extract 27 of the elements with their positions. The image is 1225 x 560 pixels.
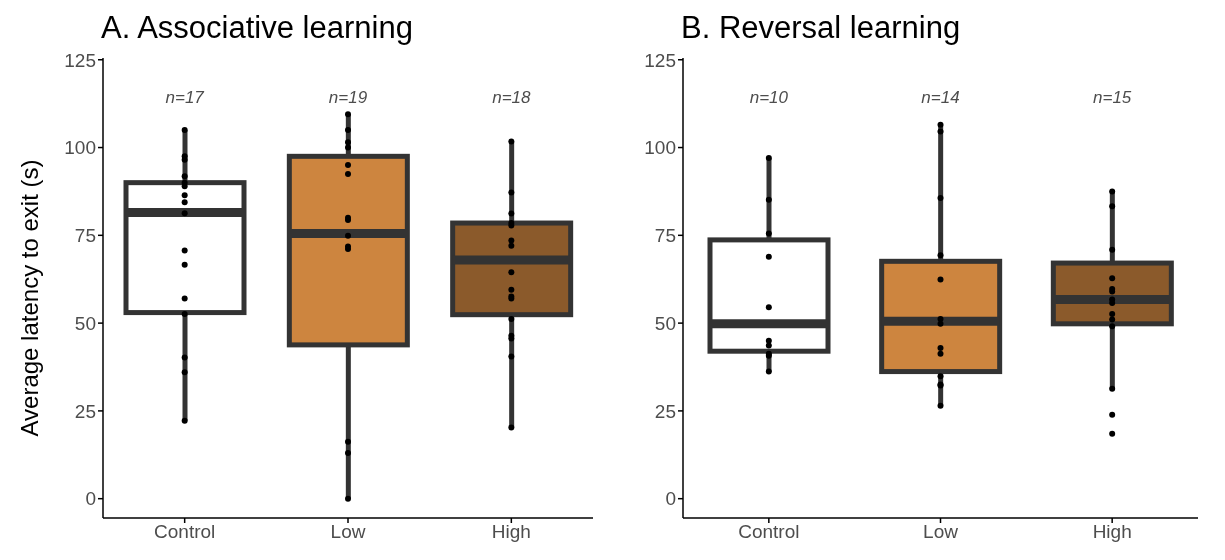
x-tick-label: Control — [738, 521, 800, 543]
y-tick-label: 100 — [644, 137, 676, 159]
y-tick-label: 25 — [654, 400, 676, 422]
y-tick-label: 125 — [64, 49, 96, 71]
y-axis-title: Average latency to exit (s) — [16, 159, 44, 437]
annotation: n=18 — [491, 88, 532, 108]
y-tick-label: 75 — [654, 225, 676, 247]
y-tick-label: 25 — [74, 400, 96, 422]
annotation: n=15 — [1092, 88, 1133, 108]
y-tick-label: 100 — [64, 137, 96, 159]
y-tick-label: 125 — [644, 49, 676, 71]
annotation: n=14 — [920, 88, 961, 108]
y-tick-label: 50 — [74, 312, 96, 334]
x-tick-label: Low — [923, 521, 959, 543]
chart-title: B. Reversal learning — [681, 10, 961, 46]
x-tick-label: Control — [154, 521, 216, 543]
x-tick-label: High — [491, 521, 531, 543]
x-tick-label: Low — [330, 521, 366, 543]
annotation: n=10 — [748, 88, 789, 108]
annotation: n=17 — [164, 88, 205, 108]
y-tick-label: 75 — [74, 225, 96, 247]
y-tick-label: 0 — [85, 488, 96, 510]
annotation: n=19 — [327, 88, 369, 108]
y-tick-label: 0 — [665, 488, 676, 510]
x-tick-label: High — [1092, 521, 1132, 543]
y-tick-label: 50 — [654, 312, 676, 334]
chart-title: A. Associative learning — [101, 10, 413, 46]
